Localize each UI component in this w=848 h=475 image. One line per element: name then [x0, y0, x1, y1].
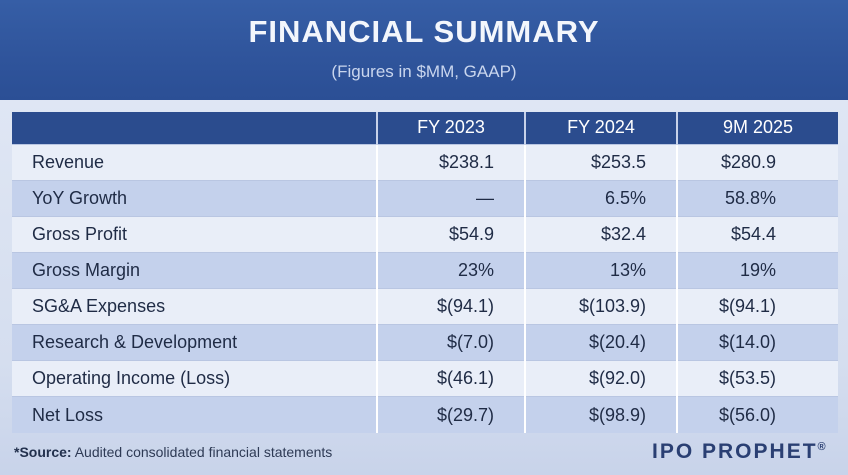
- table-header-row: FY 2023 FY 2024 9M 2025: [12, 112, 838, 144]
- cell-value: $(29.7): [377, 396, 526, 433]
- row-label: YoY Growth: [12, 179, 378, 217]
- row-label: Gross Profit: [12, 215, 378, 253]
- row-label: SG&A Expenses: [12, 287, 378, 325]
- row-label: Operating Income (Loss): [12, 360, 378, 397]
- cell-value: —: [377, 179, 526, 217]
- table-row: SG&A Expenses $(94.1) $(103.9) $(94.1): [12, 287, 838, 325]
- table-row: Research & Development $(7.0) $(20.4) $(…: [12, 324, 838, 361]
- cell-value: $253.5: [525, 143, 678, 181]
- cell-value: 58.8%: [677, 179, 838, 217]
- cell-value: $(14.0): [677, 324, 838, 361]
- table-row: Gross Profit $54.9 $32.4 $54.4: [12, 215, 838, 253]
- cell-value: $(7.0): [377, 324, 526, 361]
- column-header-fy2024: FY 2024: [525, 112, 678, 144]
- cell-value: $32.4: [525, 215, 678, 253]
- cell-value: $(46.1): [377, 360, 526, 397]
- cell-value: 6.5%: [525, 179, 678, 217]
- source-label: *Source:: [14, 444, 72, 460]
- column-header-fy2023: FY 2023: [377, 112, 526, 144]
- source-text: Audited consolidated financial statement…: [74, 444, 333, 460]
- table-row: YoY Growth — 6.5% 58.8%: [12, 179, 838, 217]
- cell-value: 13%: [525, 251, 678, 289]
- ipo-prophet-logo: IPO PROPHET®: [652, 440, 826, 464]
- cell-value: $54.4: [677, 215, 838, 253]
- cell-value: $(56.0): [677, 396, 838, 433]
- row-label: Gross Margin: [12, 251, 378, 289]
- row-label: Revenue: [12, 143, 378, 181]
- page-subtitle: (Figures in $MM, GAAP): [331, 62, 517, 81]
- cell-value: 19%: [677, 251, 838, 289]
- cell-value: $(98.9): [525, 396, 678, 433]
- cell-value: $(20.4): [525, 324, 678, 361]
- cell-value: $(94.1): [377, 287, 526, 325]
- table-row: Revenue $238.1 $253.5 $280.9: [12, 143, 838, 181]
- registered-mark: ®: [817, 441, 826, 453]
- header-banner: FINANCIAL SUMMARY (Figures in $MM, GAAP): [0, 0, 848, 100]
- cell-value: $280.9: [677, 143, 838, 181]
- cell-value: 23%: [377, 251, 526, 289]
- cell-value: $(103.9): [525, 287, 678, 325]
- table-row: Gross Margin 23% 13% 19%: [12, 251, 838, 289]
- logo-text: IPO PROPHET: [652, 440, 818, 463]
- page-title: FINANCIAL SUMMARY: [248, 14, 600, 49]
- source-note: *Source: Audited consolidated financial …: [14, 444, 332, 460]
- cell-value: $54.9: [377, 215, 526, 253]
- table-row: Net Loss $(29.7) $(98.9) $(56.0): [12, 396, 838, 433]
- cell-value: $(53.5): [677, 360, 838, 397]
- column-header-label: [12, 112, 378, 144]
- table-row: Operating Income (Loss) $(46.1) $(92.0) …: [12, 360, 838, 397]
- financial-summary-table: FY 2023 FY 2024 9M 2025 Revenue $238.1 $…: [12, 112, 838, 433]
- cell-value: $(94.1): [677, 287, 838, 325]
- row-label: Research & Development: [12, 324, 378, 361]
- row-label: Net Loss: [12, 396, 378, 433]
- cell-value: $(92.0): [525, 360, 678, 397]
- column-header-9m2025: 9M 2025: [722, 117, 794, 138]
- cell-value: $238.1: [377, 143, 526, 181]
